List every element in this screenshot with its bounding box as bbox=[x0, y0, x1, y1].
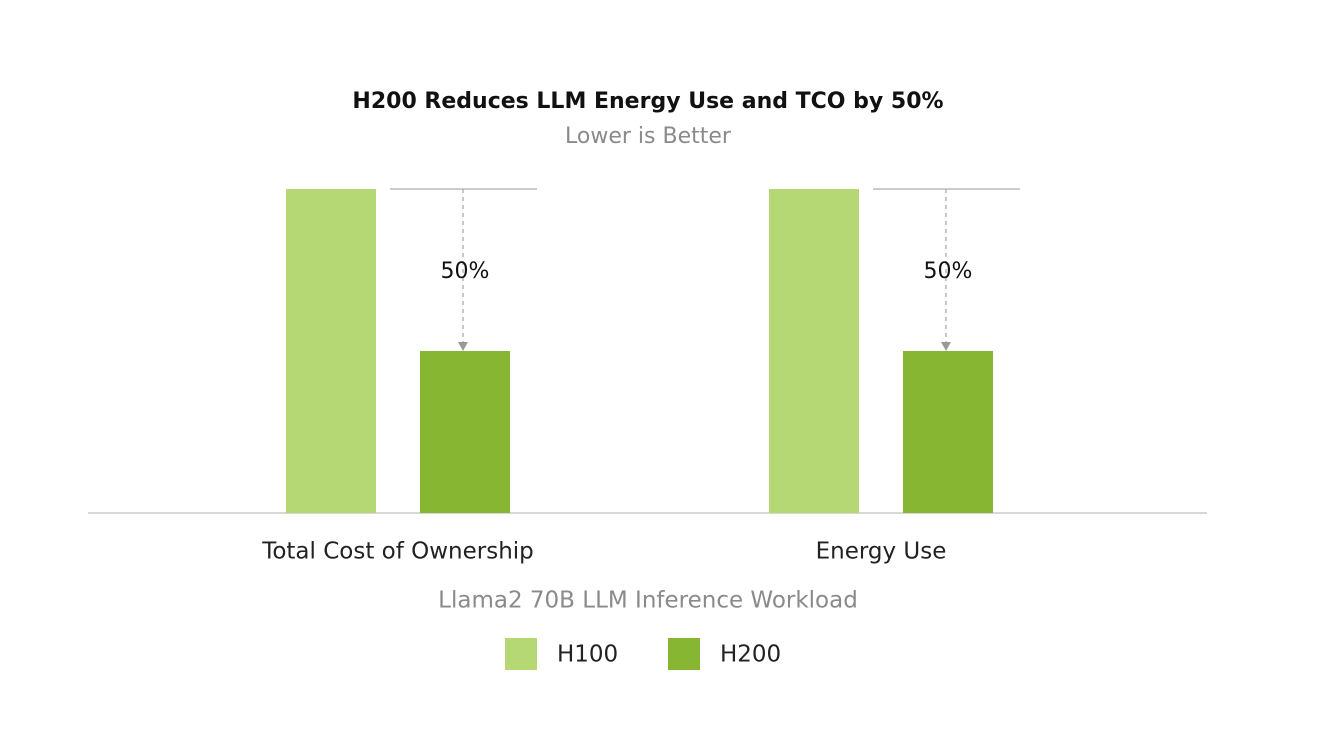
arrow-head bbox=[458, 342, 468, 351]
chart-title: H200 Reduces LLM Energy Use and TCO by 5… bbox=[352, 89, 943, 114]
bar bbox=[286, 189, 376, 513]
x-tick-label: Energy Use bbox=[816, 539, 947, 565]
chart-subtitle: Lower is Better bbox=[565, 124, 732, 149]
x-axis-title: Llama2 70B LLM Inference Workload bbox=[438, 588, 858, 614]
legend-label: H200 bbox=[720, 642, 781, 668]
legend-swatch bbox=[668, 638, 700, 670]
bar bbox=[903, 351, 993, 513]
legend-label: H100 bbox=[557, 642, 618, 668]
bar bbox=[769, 189, 859, 513]
x-tick-label: Total Cost of Ownership bbox=[261, 539, 534, 565]
annotation: 50% bbox=[441, 259, 490, 284]
arrow-head bbox=[941, 342, 951, 351]
annotation: 50% bbox=[924, 259, 973, 284]
legend-swatch bbox=[505, 638, 537, 670]
bar bbox=[420, 351, 510, 513]
